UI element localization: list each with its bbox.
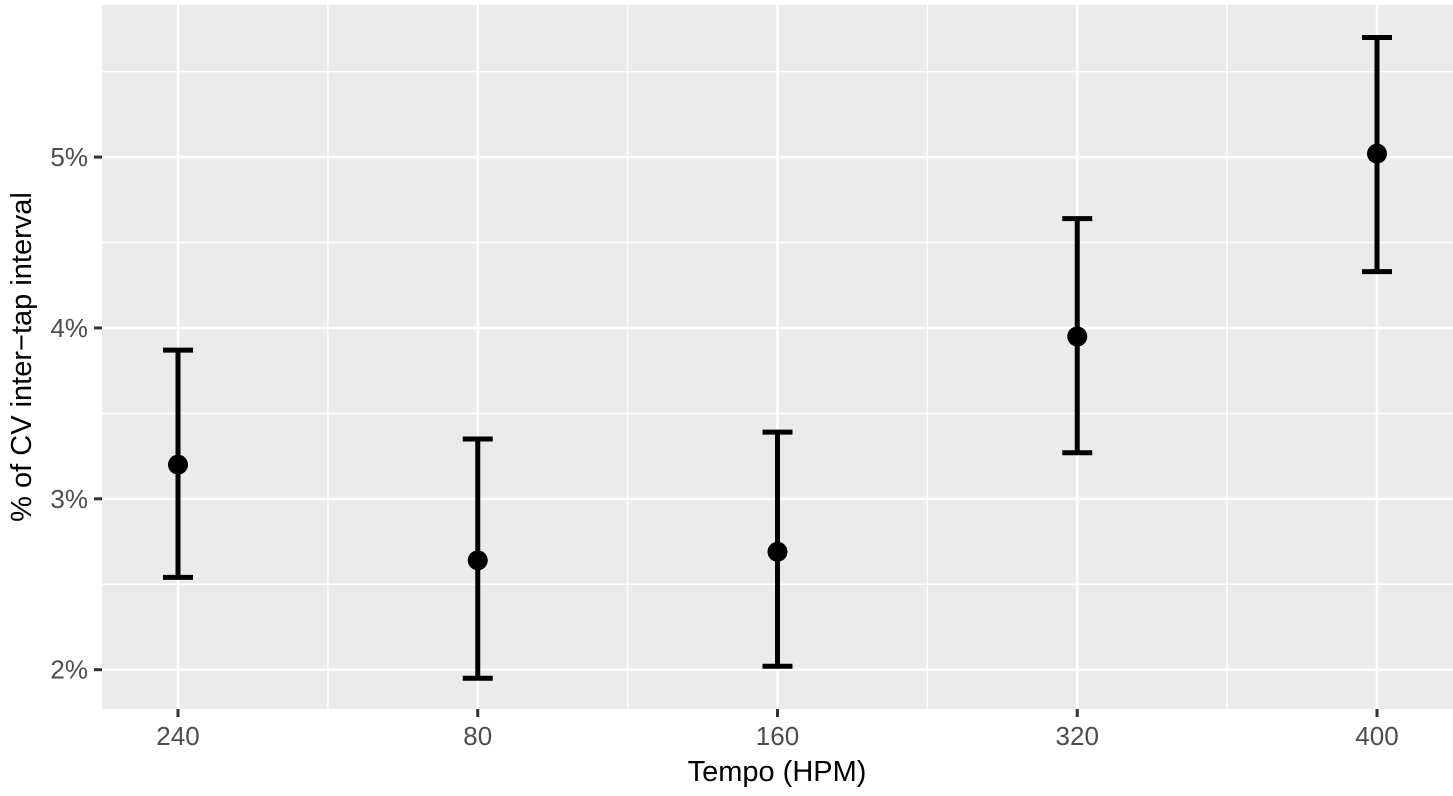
x-tick-label: 240 [156, 721, 199, 751]
y-tick-label: 4% [50, 313, 88, 343]
x-tick-label: 160 [756, 721, 799, 751]
axis-tick-marks [94, 155, 1379, 717]
data-marks [163, 34, 1392, 681]
data-point [467, 550, 488, 571]
data-point [767, 541, 788, 562]
x-tick-label: 80 [463, 721, 492, 751]
data-point [1067, 326, 1088, 347]
y-axis-title: % of CV inter−tap interval [6, 192, 38, 522]
data-point [168, 454, 188, 475]
x-tick-label: 320 [1056, 721, 1099, 751]
y-tick-label: 2% [50, 655, 88, 685]
x-axis-title: Tempo (HPM) [688, 756, 867, 788]
data-point [1367, 143, 1387, 164]
y-tick-label: 3% [50, 484, 88, 514]
axis-tick-labels: 2% 3% 4% 5% 240 80 160 320 400 [50, 142, 1398, 751]
y-tick-label: 5% [50, 142, 88, 172]
x-tick-label: 400 [1355, 721, 1398, 751]
